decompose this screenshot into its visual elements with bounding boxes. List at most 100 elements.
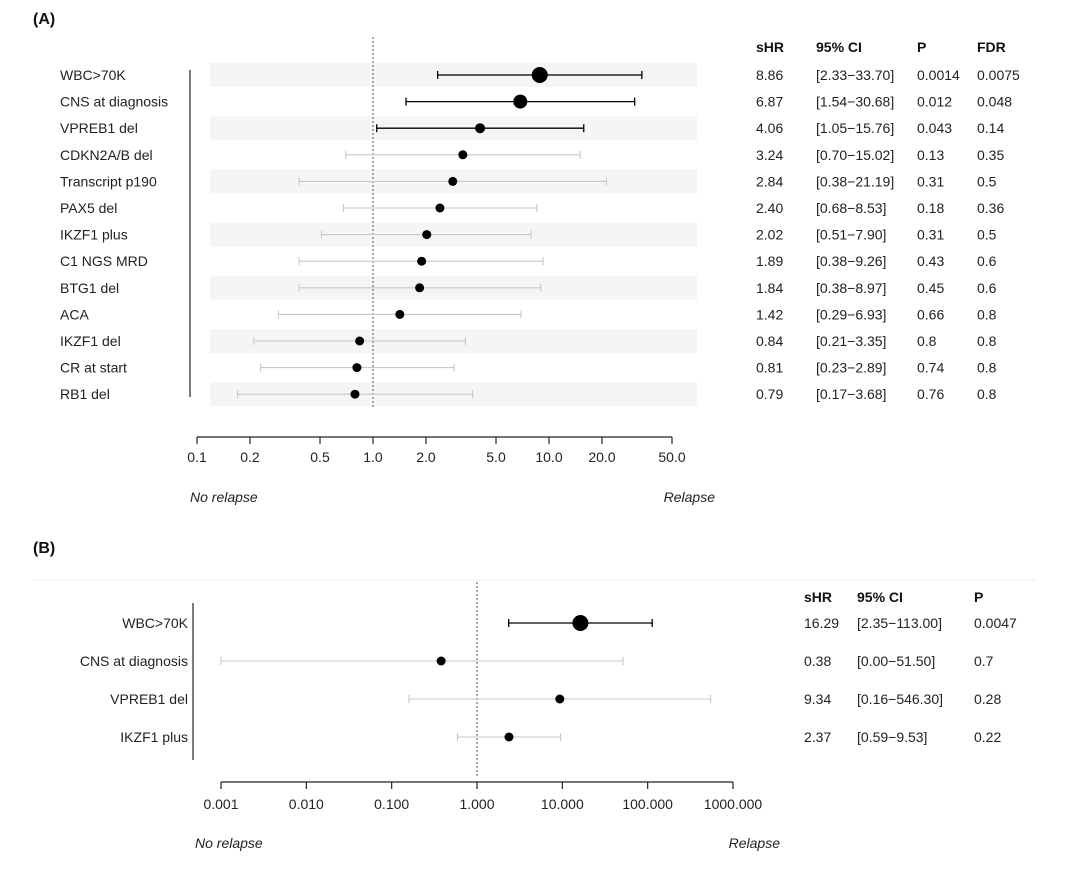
panel-a-table-cell: 0.81 xyxy=(756,360,783,376)
panel-b-column-header: P xyxy=(974,589,983,605)
panel-a-table-cell: 0.14 xyxy=(977,120,1004,136)
panel-b-table-cell: 0.22 xyxy=(974,729,1001,745)
panel-a-table-cell: 1.42 xyxy=(756,306,783,322)
panel-a-table-cell: 0.048 xyxy=(977,94,1012,110)
panel-a-column-header: sHR xyxy=(756,39,784,55)
panel-a-table-cell: 0.35 xyxy=(977,147,1004,163)
panel-a-row-label: IKZF1 plus xyxy=(60,227,128,243)
panel-a-table-cell: 8.86 xyxy=(756,67,783,83)
panel-a-x-tick-label: 0.2 xyxy=(240,449,260,465)
panel-a-table-cell: 0.043 xyxy=(917,120,952,136)
panel-a-point-estimate xyxy=(458,150,468,160)
panel-a-table-cell: 0.18 xyxy=(917,200,944,216)
panel-b-row-label: IKZF1 plus xyxy=(120,729,188,745)
panel-a-table-cell: 0.66 xyxy=(917,306,944,322)
panel-a-table-cell: 0.5 xyxy=(977,227,997,243)
panel-a-point-estimate xyxy=(475,123,486,134)
panel-a-table-cell: 0.31 xyxy=(917,227,944,243)
panel-a-x-tick-label: 20.0 xyxy=(588,449,615,465)
panel-b-left-direction-label: No relapse xyxy=(195,835,263,851)
panel-b-table-cell: [0.59−9.53] xyxy=(857,729,927,745)
panel-b-x-tick-label: 100.000 xyxy=(622,796,673,812)
panel-a-table-cell: 0.8 xyxy=(977,360,997,376)
panel-a-table-cell: 3.24 xyxy=(756,147,783,163)
panel-a-row-label: ACA xyxy=(60,306,89,322)
panel-a-table-cell: 0.012 xyxy=(917,94,952,110)
panel-a-table-cell: 0.31 xyxy=(917,173,944,189)
panel-a-right-direction-label: Relapse xyxy=(664,489,716,505)
panel-a-x-tick-label: 2.0 xyxy=(416,449,436,465)
panel-a-label: (A) xyxy=(33,11,55,28)
panel-a-x-tick-label: 50.0 xyxy=(658,449,685,465)
panel-a-point-estimate xyxy=(352,363,362,373)
panel-a-table-cell: 0.45 xyxy=(917,280,944,296)
panel-a-table-cell: 0.0014 xyxy=(917,67,960,83)
panel-b-x-tick-label: 0.100 xyxy=(374,796,409,812)
panel-a-table-cell: 1.84 xyxy=(756,280,783,296)
panel-a-table-cell: 0.36 xyxy=(977,200,1004,216)
panel-a-row-label: BTG1 del xyxy=(60,280,119,296)
panel-a-left-direction-label: No relapse xyxy=(190,489,258,505)
panel-b-x-tick-label: 10.000 xyxy=(541,796,584,812)
panel-b-x-tick-label: 0.010 xyxy=(289,796,324,812)
panel-a-row-label: PAX5 del xyxy=(60,200,117,216)
panel-a-table-cell: 0.13 xyxy=(917,147,944,163)
panel-a-point-estimate xyxy=(355,336,365,346)
panel-b-table-cell: 0.38 xyxy=(804,653,831,669)
panel-a-row-label: C1 NGS MRD xyxy=(60,253,148,269)
panel-a-point-estimate xyxy=(422,230,432,240)
panel-a-row-label: CR at start xyxy=(60,360,127,376)
panel-a-table-cell: 0.5 xyxy=(977,173,997,189)
panel-b-table-cell: 2.37 xyxy=(804,729,831,745)
panel-b-x-tick-label: 0.001 xyxy=(203,796,238,812)
panel-a-table-cell: 6.87 xyxy=(756,94,783,110)
panel-b-column-header: sHR xyxy=(804,589,832,605)
panel-a-table-cell: [0.70−15.02] xyxy=(816,147,894,163)
panel-a-table-cell: 0.84 xyxy=(756,333,783,349)
panel-a-row-label: IKZF1 del xyxy=(60,333,121,349)
panel-b-x-tick-label: 1.000 xyxy=(459,796,494,812)
panel-a-row-label: VPREB1 del xyxy=(60,120,138,136)
panel-a-table-cell: [0.38−9.26] xyxy=(816,253,886,269)
panel-a-table-cell: [0.38−8.97] xyxy=(816,280,886,296)
panel-b-table-cell: 0.0047 xyxy=(974,615,1017,631)
panel-a-column-header: FDR xyxy=(977,39,1006,55)
panel-a-point-estimate xyxy=(350,389,360,399)
panel-a-table-cell: 2.02 xyxy=(756,227,783,243)
panel-b-table-cell: 9.34 xyxy=(804,691,831,707)
panel-a-x-tick-label: 10.0 xyxy=(535,449,562,465)
panel-a-point-estimate xyxy=(448,176,458,186)
panel-a-row-label: RB1 del xyxy=(60,386,110,402)
panel-a-point-estimate xyxy=(513,94,528,109)
panel-a-row-label: Transcript p190 xyxy=(60,173,157,189)
panel-a-point-estimate xyxy=(435,203,445,213)
panel-a-table-cell: [2.33−33.70] xyxy=(816,67,894,83)
panel-a-table-cell: 0.0075 xyxy=(977,67,1020,83)
panel-b-point-estimate xyxy=(572,615,589,631)
panel-a-table-cell: 0.8 xyxy=(977,306,997,322)
panel-a-column-header: 95% CI xyxy=(816,39,862,55)
panel-a-table-cell: 0.8 xyxy=(977,386,997,402)
panel-a-table-cell: 0.74 xyxy=(917,360,944,376)
panel-a-table-cell: 0.43 xyxy=(917,253,944,269)
panel-a-table-cell: 0.79 xyxy=(756,386,783,402)
panel-a-point-estimate xyxy=(531,67,548,83)
panel-b-row-label: VPREB1 del xyxy=(110,691,188,707)
panel-b-point-estimate xyxy=(436,656,446,666)
panel-a-table-cell: [0.23−2.89] xyxy=(816,360,886,376)
panel-a-x-tick-label: 5.0 xyxy=(486,449,506,465)
panel-b-table-cell: [0.00−51.50] xyxy=(857,653,935,669)
panel-a-point-estimate xyxy=(415,283,425,293)
panel-a-table-cell: [1.05−15.76] xyxy=(816,120,894,136)
panel-a-point-estimate xyxy=(395,309,405,319)
panel-a-table-cell: 2.40 xyxy=(756,200,783,216)
panel-a-table-cell: [0.29−6.93] xyxy=(816,306,886,322)
panel-b-table-cell: 0.7 xyxy=(974,653,994,669)
panel-a-table-cell: 0.6 xyxy=(977,253,997,269)
panel-a-point-estimate xyxy=(417,256,427,266)
panel-a-table-cell: 2.84 xyxy=(756,173,783,189)
panel-a-table-cell: 0.76 xyxy=(917,386,944,402)
panel-a-table-cell: [0.68−8.53] xyxy=(816,200,886,216)
panel-a-table-cell: [0.38−21.19] xyxy=(816,173,894,189)
panel-a-column-header: P xyxy=(917,39,926,55)
